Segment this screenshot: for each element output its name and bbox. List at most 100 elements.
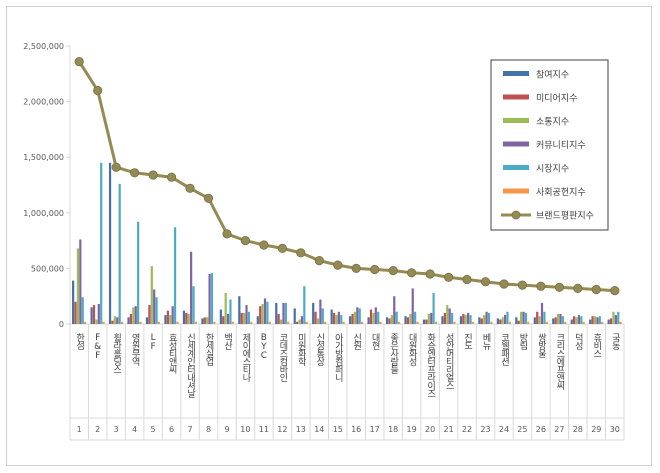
point-브랜드평판지수 [222, 229, 232, 239]
point-브랜드평판지수 [443, 272, 454, 282]
rank-label: 30 [610, 425, 620, 434]
rank-label: 16 [351, 425, 361, 434]
bar-커뮤니티지수 [226, 313, 230, 324]
bar-사회공헌지수 [287, 321, 290, 324]
rank-label: 7 [187, 425, 192, 434]
category-label: 신원 [351, 333, 361, 350]
bar-시장지수 [100, 162, 103, 324]
legend-entry: 참여지수 [536, 69, 569, 81]
y-tick-label: 500,000 [31, 264, 64, 273]
bar-소통지수 [464, 315, 467, 324]
rank-label: 25 [517, 425, 527, 434]
bar-커뮤니티지수 [503, 315, 507, 324]
bar-시장지수 [580, 316, 583, 324]
category-label: 휴비스 [591, 333, 601, 357]
bar-사회공헌지수 [250, 321, 253, 324]
bar-미디어지수 [499, 319, 502, 324]
bar-참여지수 [145, 317, 149, 324]
category-label: 한섬 [74, 333, 84, 350]
bar-소통지수 [279, 319, 283, 324]
category-label: LF [148, 333, 158, 351]
y-tick-label: 1,000,000 [23, 209, 64, 218]
bar-소통지수 [113, 316, 116, 324]
legend-swatch [503, 71, 529, 76]
bar-커뮤니티지수 [319, 299, 322, 324]
bar-커뮤니티지수 [282, 302, 285, 324]
point-브랜드평판지수 [203, 193, 214, 203]
bar-참여지수 [164, 315, 167, 324]
bar-시장지수 [358, 308, 361, 324]
bar-사회공헌지수 [102, 321, 105, 324]
bar-참여지수 [404, 316, 407, 324]
bar-소통지수 [224, 292, 227, 324]
rank-label: 4 [132, 425, 137, 434]
rank-label: 2 [95, 425, 100, 434]
bar-커뮤니티지수 [97, 303, 100, 324]
bar-사회공헌지수 [434, 321, 438, 324]
point-브랜드평판지수 [314, 255, 324, 266]
category-label: 제이에스티나 [240, 333, 250, 383]
bar-미디어지수 [240, 312, 243, 324]
bar-시장지수 [247, 311, 251, 324]
point-브랜드평판지수 [333, 260, 343, 270]
bar-소통지수 [132, 307, 135, 324]
bar-사회공헌지수 [619, 321, 622, 324]
bar-미디어지수 [536, 311, 539, 324]
bar-커뮤니티지수 [540, 302, 544, 324]
bar-미디어지수 [388, 318, 391, 324]
bar-미디어지수 [573, 316, 576, 324]
rank-label: 19 [407, 425, 417, 434]
bar-소통지수 [483, 315, 486, 324]
bar-사회공헌지수 [453, 321, 456, 324]
y-tick-label: 0 [59, 320, 64, 329]
legend-swatch [503, 165, 529, 170]
legend-entry: 커뮤니티지수 [536, 140, 586, 151]
bar-사회공헌지수 [527, 321, 530, 324]
bar-시장지수 [450, 312, 454, 324]
bar-시장지수 [598, 316, 601, 324]
bar-시장지수 [118, 183, 121, 324]
bar-참여지수 [441, 316, 444, 324]
bar-시장지수 [487, 312, 491, 324]
bar-사회공헌지수 [305, 321, 308, 324]
bar-시장지수 [524, 312, 528, 324]
legend-swatch [503, 118, 529, 123]
bar-참여지수 [607, 319, 610, 324]
bar-시장지수 [284, 302, 287, 324]
bar-참여지수 [533, 317, 536, 324]
bar-커뮤니티지수 [134, 306, 137, 324]
bar-소통지수 [187, 313, 190, 324]
bar-참여지수 [238, 296, 241, 324]
bar-소통지수 [150, 266, 153, 324]
bar-커뮤니티지수 [300, 316, 304, 324]
category-label: 휠라홀딩스 [111, 332, 121, 373]
bar-시장지수 [210, 272, 214, 324]
bar-참여지수 [72, 280, 75, 324]
rank-label: 3 [114, 425, 119, 434]
legend-entry: 시장지수 [536, 164, 569, 175]
bar-사회공헌지수 [397, 321, 401, 324]
bar-미디어지수 [222, 316, 225, 324]
bar-참여지수 [256, 316, 259, 324]
bar-시장지수 [395, 311, 398, 324]
bar-소통지수 [372, 312, 375, 324]
bar-사회공헌지수 [582, 321, 585, 324]
bar-참여지수 [219, 309, 222, 324]
bar-커뮤니티지수 [559, 313, 562, 324]
bar-참여지수 [312, 302, 315, 324]
bar-시장지수 [155, 297, 158, 324]
bar-소통지수 [427, 313, 430, 324]
point-브랜드평판지수 [480, 277, 491, 287]
category-label: BYC [259, 333, 269, 360]
category-label: 덕성 [573, 333, 583, 350]
rank-label: 13 [296, 425, 306, 434]
point-브랜드평판지수 [406, 268, 417, 278]
bar-사회공헌지수 [120, 321, 124, 324]
category-label: 코데즈컴바인 [277, 333, 287, 382]
rank-label: 6 [169, 425, 174, 434]
bar-시장지수 [321, 308, 324, 324]
bar-시장지수 [303, 286, 306, 324]
bar-미디어지수 [92, 305, 96, 324]
y-tick-label: 2,500,000 [23, 42, 64, 51]
rank-label: 11 [259, 425, 269, 434]
